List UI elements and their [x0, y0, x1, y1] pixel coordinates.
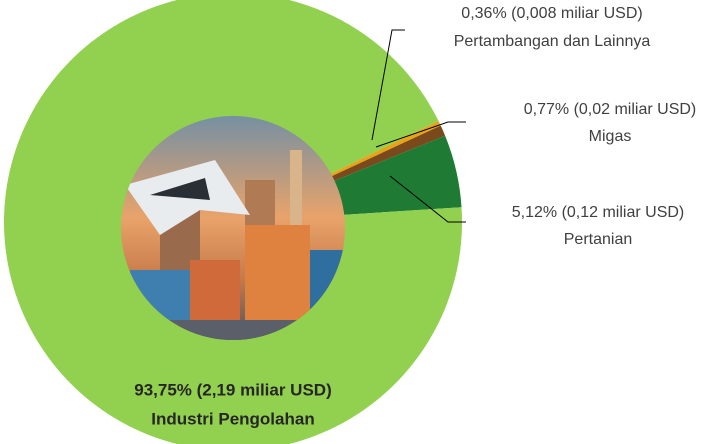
category-label: Migas	[589, 128, 632, 145]
category-label: Pertanian	[564, 231, 633, 248]
leader-line	[375, 121, 466, 148]
value-label: 0,77% (0,02 miliar USD)	[524, 101, 697, 118]
leader-line	[371, 29, 405, 141]
category-label: Pertambangan dan Lainnya	[454, 33, 651, 50]
category-label: Industri Pengolahan	[151, 409, 314, 428]
leader-line	[389, 175, 466, 223]
value-label: 0,36% (0,008 miliar USD)	[461, 5, 642, 22]
value-label: 5,12% (0,12 miliar USD)	[512, 204, 685, 221]
value-label: 93,75% (2,19 miliar USD)	[134, 380, 331, 399]
